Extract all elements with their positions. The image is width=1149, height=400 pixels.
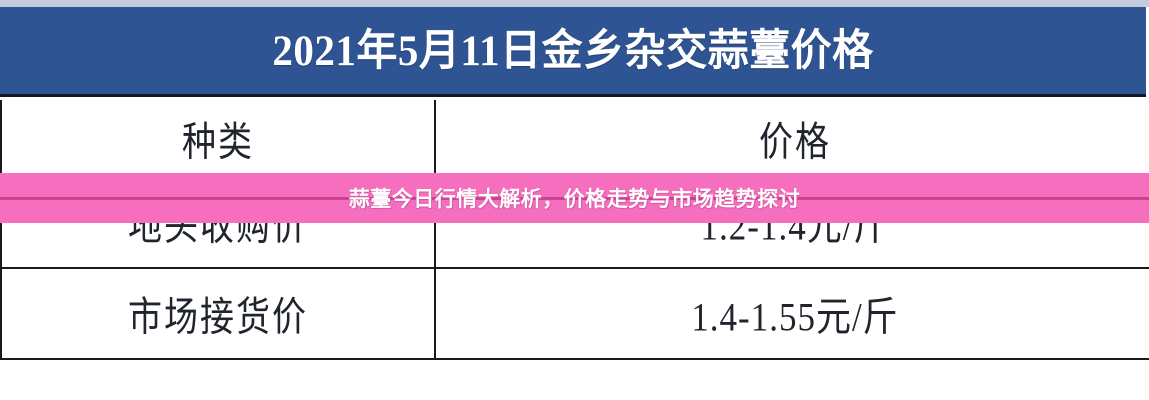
price-table: 种类 价格 地头收购价 1.2-1.4元/斤 市场接货价 1.4 [0, 100, 1149, 360]
column-header-kind-label: 种类 [182, 120, 254, 165]
table-row: 市场接货价 1.4-1.55元/斤 [0, 268, 1149, 360]
column-header-kind: 种类 [0, 100, 436, 178]
column-header-price: 价格 [434, 100, 1149, 178]
title-banner: 2021年5月11日金乡杂交蒜薹价格 [0, 7, 1146, 97]
column-header-price-label: 价格 [759, 120, 831, 165]
cell-price-market-receiving: 1.4-1.55元/斤 [434, 268, 1149, 360]
page-title: 2021年5月11日金乡杂交蒜薹价格 [272, 25, 874, 75]
overlay-banner-text: 蒜薹今日行情大解析，价格走势与市场趋势探讨 [348, 188, 801, 211]
row-1-kind-label: 市场接货价 [128, 296, 308, 341]
top-edge-strip [0, 0, 1149, 7]
table-header-row: 种类 价格 [0, 100, 1149, 178]
overlay-banner: 蒜薹今日行情大解析，价格走势与市场趋势探讨 [0, 173, 1149, 223]
row-1-price-label: 1.4-1.55元/斤 [691, 294, 899, 340]
cell-kind-market-receiving: 市场接货价 [0, 268, 436, 360]
overlay-banner-seam-line [0, 197, 1149, 200]
